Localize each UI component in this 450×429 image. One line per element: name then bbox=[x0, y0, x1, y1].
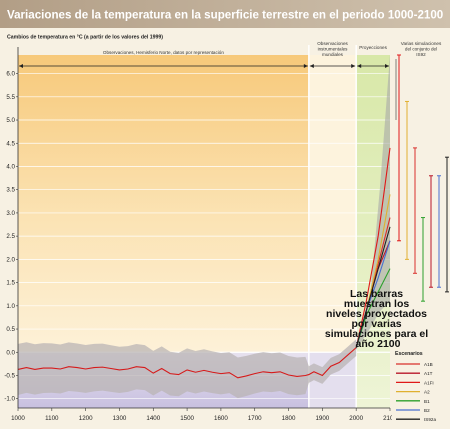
region-background-instrumental-warm bbox=[308, 55, 357, 353]
x-tick-label: 1400 bbox=[146, 415, 160, 422]
y-tick-label: 0.5 bbox=[6, 326, 15, 333]
x-tick-label: 1800 bbox=[282, 415, 296, 422]
y-tick-label: 3.0 bbox=[6, 210, 15, 217]
x-tick-label: 1900 bbox=[315, 415, 329, 422]
x-tick-label: 1300 bbox=[113, 415, 127, 422]
region-projections-arrow-head-right bbox=[385, 64, 389, 68]
y-tick-label: 4.5 bbox=[6, 140, 15, 147]
y-tick-label: 5.5 bbox=[6, 94, 15, 101]
series-lines bbox=[17, 147, 391, 379]
legend-label-a1b: A1B bbox=[424, 362, 433, 367]
legend-label-is92a: IS92a bbox=[424, 417, 436, 422]
annotation-text: Las barras muestran los niveles proyecta… bbox=[325, 288, 431, 350]
x-tick-label: 2000 bbox=[349, 415, 363, 422]
reconstruction-uncertainty-band bbox=[18, 339, 357, 399]
region-label-instrumental-line: mundiales bbox=[322, 52, 344, 57]
region-projections-arrow-head-left bbox=[357, 64, 362, 68]
y-tick-label: -0.5 bbox=[4, 372, 15, 379]
chart-title: Variaciones de la temperatura en la supe… bbox=[7, 9, 443, 22]
y-tick-label: -1.0 bbox=[4, 396, 15, 403]
annotation-line-4: por varias bbox=[351, 318, 401, 330]
region-labels: Observaciones, Hemisferio Norte, datos p… bbox=[19, 41, 442, 121]
region-label-simulations-line: Varias simulaciones bbox=[401, 41, 442, 46]
y-tick-labels: -1.0 -0.5 0.0 0.5 1.0 1.5 2.0 2.5 3.0 3.5 4.0 4.5 5.… bbox=[4, 71, 18, 403]
x-tick-label: 1700 bbox=[248, 415, 262, 422]
annotation-line-1: Las barras bbox=[350, 288, 403, 300]
annotation-line-3: niveles proyectados bbox=[326, 308, 427, 320]
legend-box bbox=[392, 349, 448, 429]
region-label-projections: Proyecciones bbox=[359, 45, 387, 50]
region-proxy-arrow-head-left bbox=[19, 64, 23, 68]
annotation-line-2: muestran los bbox=[344, 298, 410, 310]
x-tick-label: 1500 bbox=[180, 415, 194, 422]
x-tick-labels: 1000 1100 1200 1300 1400 1500 1600 1700 1800 1900… bbox=[11, 408, 397, 422]
scenario-line-a1fi bbox=[355, 147, 391, 348]
y-axis-label: Cambios de temperatura en °C (a partir d… bbox=[7, 35, 163, 41]
legend-label-a1t: A1T bbox=[424, 371, 433, 376]
x-tick-label: 1000 bbox=[11, 415, 25, 422]
y-tick-label: 4.0 bbox=[6, 163, 15, 170]
y-tick-label: 0.0 bbox=[6, 349, 15, 356]
legend-label-a1fi: A1FI bbox=[424, 380, 434, 385]
y-tick-label: 5.0 bbox=[6, 117, 15, 124]
title-banner bbox=[0, 0, 450, 28]
y-tick-label: 2.0 bbox=[6, 256, 15, 263]
legend: Escenarios A1B A1T A1FI A2 B1 B2 IS92a bbox=[392, 349, 448, 429]
annotation-line-5: simulaciones para el bbox=[325, 328, 428, 340]
range-bars bbox=[397, 54, 449, 302]
y-tick-label: 1.0 bbox=[6, 303, 15, 310]
x-tick-label: 1100 bbox=[45, 415, 59, 422]
legend-label-b1: B1 bbox=[424, 399, 430, 404]
region-label-instrumental-line: Observaciones bbox=[317, 41, 348, 46]
region-label-simulations-line: del conjunto del bbox=[405, 47, 437, 52]
scenario-line-is92a bbox=[355, 226, 391, 348]
y-tick-label: 1.5 bbox=[6, 280, 15, 287]
legend-label-a2: A2 bbox=[424, 390, 430, 395]
region-label-instrumental-line: instrumentales bbox=[318, 47, 349, 52]
region-label-simulations-line: IS92 bbox=[416, 52, 426, 57]
uncertainty-bands bbox=[18, 55, 390, 399]
y-tick-label: 3.5 bbox=[6, 187, 15, 194]
region-instrumental-arrow-head-right bbox=[351, 64, 356, 68]
y-tick-label: 2.5 bbox=[6, 233, 15, 240]
legend-title: Escenarios bbox=[395, 351, 423, 357]
region-background-proxy-warm bbox=[18, 55, 309, 353]
reconstruction-line bbox=[17, 347, 357, 379]
region-label-proxy: Observaciones, Hemisferio Norte, datos p… bbox=[103, 50, 224, 55]
annotation: Las barras muestran los niveles proyecta… bbox=[325, 288, 431, 350]
x-tick-label: 2100 bbox=[383, 415, 397, 422]
annotation-line-6: año 2100 bbox=[356, 338, 401, 350]
projection-envelope bbox=[356, 55, 390, 350]
axes bbox=[17, 47, 390, 409]
legend-label-b2: B2 bbox=[424, 408, 430, 413]
region-proxy-arrow-head-right bbox=[303, 64, 308, 68]
x-tick-label: 1600 bbox=[214, 415, 228, 422]
region-instrumental-arrow-head-left bbox=[309, 64, 314, 68]
scenario-line-b1 bbox=[355, 268, 391, 348]
x-tick-label: 1200 bbox=[79, 415, 93, 422]
y-tick-label: 6.0 bbox=[6, 71, 15, 78]
